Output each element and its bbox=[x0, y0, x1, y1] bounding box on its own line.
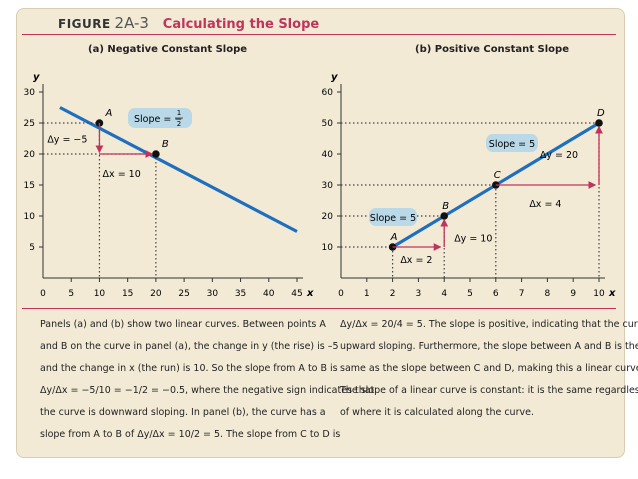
y-axis-label: y bbox=[33, 72, 40, 83]
x-tick-label: 5 bbox=[467, 289, 473, 299]
x-tick-label: 25 bbox=[178, 289, 189, 299]
x-tick-label: 3 bbox=[416, 289, 422, 299]
x-tick-label: 1 bbox=[364, 289, 370, 299]
y-tick-label: 20 bbox=[322, 212, 334, 222]
y-tick-label: 10 bbox=[322, 243, 334, 253]
point-label: B bbox=[162, 139, 169, 150]
x-tick-label: 30 bbox=[207, 289, 219, 299]
y-tick-label: 5 bbox=[29, 243, 35, 253]
dy-label: Δy = 20 bbox=[540, 150, 578, 161]
caption-line: same as the slope between C and D, makin… bbox=[340, 363, 638, 374]
data-point bbox=[595, 119, 603, 127]
point-label: B bbox=[442, 201, 449, 212]
dx-label: Δx = 4 bbox=[529, 199, 561, 210]
slope-bubble bbox=[486, 134, 538, 152]
caption-line: slope from A to B of Δy/Δx = 10/2 = 5. T… bbox=[40, 429, 341, 440]
x-tick-label: 10 bbox=[593, 289, 605, 299]
y-tick-label: 30 bbox=[322, 181, 334, 191]
slope-numerator: 1 bbox=[177, 109, 181, 117]
y-tick-label: 15 bbox=[24, 181, 35, 191]
caption-line: Δy/Δx = 20/4 = 5. The slope is positive,… bbox=[340, 319, 638, 330]
caption-line: Panels (a) and (b) show two linear curve… bbox=[40, 319, 326, 330]
x-tick-label: 15 bbox=[122, 289, 133, 299]
panel-b-title: (b) Positive Constant Slope bbox=[415, 44, 569, 55]
y-tick-label: 50 bbox=[322, 119, 334, 129]
x-axis-label: x bbox=[608, 288, 616, 299]
dx-label: Δx = 10 bbox=[103, 169, 141, 180]
x-tick-label: 35 bbox=[235, 289, 246, 299]
x-tick-label: 2 bbox=[390, 289, 396, 299]
caption-line: Δy/Δx = −5/10 = −1/2 = −0.5, where the n… bbox=[40, 385, 375, 396]
figure-label: FIGURE bbox=[58, 17, 111, 31]
caption-rule bbox=[22, 308, 616, 309]
y-tick-label: 60 bbox=[322, 88, 334, 98]
x-tick-label: 4 bbox=[441, 289, 447, 299]
figure-number: 2A-3 bbox=[114, 14, 149, 32]
x-tick-label: 0 bbox=[40, 289, 46, 299]
data-point bbox=[440, 212, 449, 220]
panel-a-title: (a) Negative Constant Slope bbox=[88, 44, 248, 55]
y-tick-label: 20 bbox=[24, 150, 36, 160]
point-label: C bbox=[494, 170, 501, 181]
caption-line: The slope of a linear curve is constant:… bbox=[340, 385, 638, 396]
dx-label: Δx = 2 bbox=[400, 255, 432, 266]
x-tick-label: 40 bbox=[263, 289, 275, 299]
point-label: A bbox=[390, 232, 398, 243]
y-tick-label: 25 bbox=[24, 119, 35, 129]
caption-line: upward sloping. Furthermore, the slope b… bbox=[340, 341, 638, 352]
x-tick-label: 7 bbox=[519, 289, 525, 299]
dy-label: Δy = −5 bbox=[47, 135, 87, 146]
point-label: D bbox=[597, 108, 605, 119]
y-tick-label: 40 bbox=[322, 150, 334, 160]
caption-left: Panels (a) and (b) show two linear curve… bbox=[40, 314, 374, 446]
x-tick-label: 8 bbox=[545, 289, 551, 299]
slope-label: Slope = − bbox=[134, 114, 182, 125]
figure-header: FIGURE 2A-3 Calculating the Slope bbox=[58, 14, 319, 32]
x-tick-label: 6 bbox=[493, 289, 499, 299]
y-tick-label: 10 bbox=[24, 212, 36, 222]
figure-title: Calculating the Slope bbox=[162, 17, 320, 32]
x-axis-label: x bbox=[306, 288, 314, 299]
dy-label: Δy = 10 bbox=[454, 234, 492, 245]
figure-card bbox=[16, 8, 625, 458]
caption-line: and B on the curve in panel (a), the cha… bbox=[40, 341, 339, 352]
y-tick-label: 30 bbox=[24, 88, 36, 98]
slope-bubble bbox=[128, 108, 192, 128]
x-tick-label: 0 bbox=[338, 289, 344, 299]
x-tick-label: 10 bbox=[94, 289, 106, 299]
point-label: A bbox=[104, 108, 112, 119]
header-rule bbox=[22, 34, 616, 35]
x-tick-label: 5 bbox=[68, 289, 74, 299]
caption-right: Δy/Δx = 20/4 = 5. The slope is positive,… bbox=[340, 314, 638, 424]
slope-label: Slope = 5 bbox=[370, 213, 416, 224]
y-axis-label: y bbox=[331, 72, 338, 83]
x-tick-label: 45 bbox=[291, 289, 302, 299]
x-tick-label: 20 bbox=[150, 289, 162, 299]
data-point bbox=[152, 150, 160, 158]
slope-denominator: 2 bbox=[177, 120, 181, 128]
slope-bubble bbox=[369, 208, 417, 226]
caption-line: the curve is downward sloping. In panel … bbox=[40, 407, 326, 418]
slope-label: Slope = 5 bbox=[489, 139, 535, 150]
caption-line: of where it is calculated along the curv… bbox=[340, 407, 534, 418]
x-tick-label: 9 bbox=[570, 289, 576, 299]
caption-line: and the change in x (the run) is 10. So … bbox=[40, 363, 338, 374]
